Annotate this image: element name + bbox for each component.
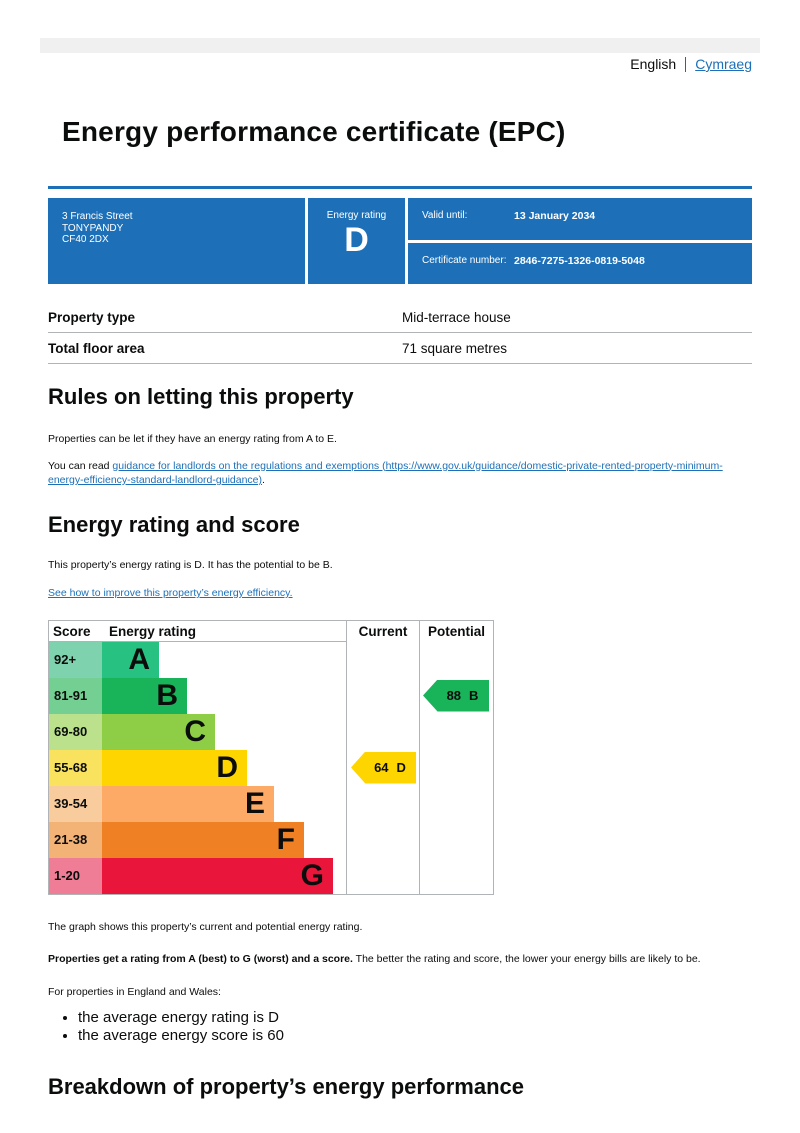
title-divider-rule	[48, 186, 752, 189]
band-bar-a: A	[102, 641, 159, 678]
band-bar-c: C	[102, 713, 215, 750]
language-switcher: English Cymraeg	[48, 56, 752, 75]
address-line: TONYPANDY	[62, 222, 124, 234]
band-score-range: 92+	[49, 641, 102, 678]
rating-score-heading: Energy rating and score	[48, 511, 300, 537]
potential-rating-arrow: 88 B	[423, 679, 489, 712]
epc-band-row-d: 55-68 D	[49, 749, 493, 786]
energy-rating-value: D	[344, 221, 369, 259]
band-score-range: 69-80	[49, 713, 102, 750]
rating-explainer-rest: The better the rating and score, the low…	[352, 953, 701, 965]
improve-link-row: See how to improve this property’s energ…	[48, 586, 752, 601]
language-separator	[685, 57, 687, 72]
breakdown-heading: Breakdown of property’s energy performan…	[48, 1074, 524, 1099]
chart-header-current: Current	[346, 620, 419, 642]
band-letter: E	[244, 786, 265, 820]
band-score-range: 39-54	[49, 785, 102, 822]
epc-band-row-c: 69-80 C	[49, 713, 493, 750]
england-wales-intro: For properties in England and Wales:	[48, 985, 221, 998]
top-gray-bar	[40, 38, 760, 53]
potential-score: 88	[446, 688, 462, 703]
band-bar-d: D	[102, 749, 247, 786]
band-letter: G	[300, 858, 324, 892]
average-ratings-list: the average energy rating is D the avera…	[78, 1009, 752, 1044]
landlord-guidance-link[interactable]: guidance for landlords on the regulation…	[48, 459, 723, 487]
certificate-number-value: 2846-7275-1326-0819-5048	[514, 254, 645, 267]
rules-heading: Rules on letting this property	[48, 384, 354, 409]
current-score: 64	[374, 760, 389, 775]
table-row: Total floor area 71 square metres	[48, 333, 752, 364]
epc-rating-chart: Score Energy rating Current Potential 92…	[48, 619, 494, 895]
chart-header-energy-rating: Energy rating	[102, 621, 346, 642]
detail-value: 71 square metres	[402, 340, 508, 356]
valid-until-row: Valid until: 13 January 2034	[408, 198, 752, 243]
certificate-number-row: Certificate number: 2846-7275-1326-0819-…	[408, 243, 752, 285]
rating-explainer-bold: Properties get a rating from A (best) to…	[48, 953, 353, 965]
page-title: Energy performance certificate (EPC)	[62, 116, 566, 147]
improve-efficiency-link[interactable]: See how to improve this property’s energ…	[48, 587, 293, 599]
detail-label: Property type	[48, 309, 136, 325]
band-letter: C	[184, 714, 206, 748]
band-bar-g: G	[102, 857, 333, 894]
language-link-cymraeg[interactable]: Cymraeg	[695, 56, 752, 72]
rating-explainer-text: Properties get a rating from A (best) to…	[48, 952, 752, 967]
address-line: CF40 2DX	[62, 234, 109, 245]
rules-para2-suffix: .	[262, 474, 265, 486]
rules-para2-prefix: You can read	[48, 459, 113, 472]
band-score-range: 1-20	[49, 857, 102, 894]
band-bar-e: E	[102, 785, 274, 822]
list-item: the average energy rating is D	[78, 1009, 752, 1027]
graph-explainer-text: The graph shows this property’s current …	[48, 920, 363, 933]
chart-header-row: Score Energy rating Current Potential	[49, 620, 493, 642]
band-bar-f: F	[102, 821, 304, 858]
certificate-meta-cell: Valid until: 13 January 2034 Certificate…	[408, 198, 752, 284]
band-bar-b: B	[102, 677, 187, 714]
chart-header-potential: Potential	[419, 620, 493, 642]
property-address: 3 Francis Street TONYPANDY CF40 2DX	[48, 198, 305, 284]
energy-rating-label: Energy rating	[326, 210, 387, 221]
epc-band-row-a: 92+ A	[49, 641, 493, 678]
band-letter: A	[128, 642, 150, 676]
band-score-range: 21-38	[49, 821, 102, 858]
band-letter: D	[216, 750, 238, 784]
epc-band-row-b: 81-91 B	[49, 677, 493, 714]
energy-rating-cell: Energy rating D	[305, 198, 408, 284]
band-score-range: 81-91	[49, 677, 102, 714]
current-rating-arrow: 64 D	[351, 751, 416, 784]
valid-until-value: 13 January 2034	[514, 210, 596, 222]
band-letter: F	[276, 822, 295, 856]
rating-summary-text: This property’s energy rating is D. It h…	[48, 558, 333, 571]
table-row: Property type Mid-terrace house	[48, 302, 752, 333]
property-details-table: Property type Mid-terrace house Total fl…	[48, 302, 752, 364]
band-letter: B	[156, 678, 178, 712]
list-item: the average energy score is 60	[78, 1027, 752, 1045]
band-score-range: 55-68	[49, 749, 102, 786]
epc-band-row-e: 39-54 E	[49, 785, 493, 822]
valid-until-label: Valid until:	[422, 210, 468, 221]
rules-para2: You can read guidance for landlords on t…	[48, 459, 752, 488]
detail-label: Total floor area	[48, 340, 145, 356]
potential-letter: B	[469, 688, 479, 703]
epc-band-row-g: 1-20 G	[49, 857, 493, 894]
detail-value: Mid-terrace house	[402, 309, 511, 325]
current-letter: D	[396, 760, 406, 775]
address-line: 3 Francis Street	[62, 211, 133, 222]
rules-para1: Properties can be let if they have an en…	[48, 433, 337, 445]
epc-band-row-f: 21-38 F	[49, 821, 493, 858]
certificate-number-label: Certificate number:	[422, 254, 507, 266]
language-current: English	[630, 56, 677, 72]
certificate-summary-box: 3 Francis Street TONYPANDY CF40 2DX Ener…	[48, 198, 752, 284]
chart-header-score: Score	[49, 621, 102, 642]
